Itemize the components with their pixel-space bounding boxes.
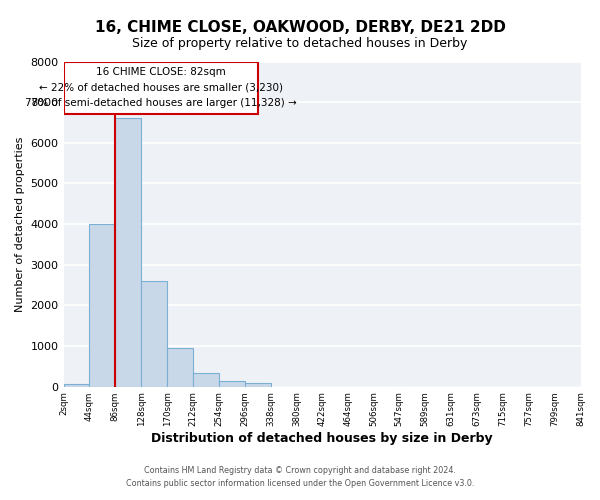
Y-axis label: Number of detached properties: Number of detached properties (15, 136, 25, 312)
Bar (167, 348, 193, 387)
Bar (245, 382, 271, 386)
Text: 16 CHIME CLOSE: 82sqm
← 22% of detached houses are smaller (3,230)
78% of semi-d: 16 CHIME CLOSE: 82sqm ← 22% of detached … (25, 67, 297, 108)
X-axis label: Distribution of detached houses by size in Derby: Distribution of detached houses by size … (151, 432, 493, 445)
Text: Size of property relative to detached houses in Derby: Size of property relative to detached ho… (133, 38, 467, 51)
Bar (193, 374, 219, 386)
FancyBboxPatch shape (64, 62, 258, 114)
Text: Contains HM Land Registry data © Crown copyright and database right 2024.
Contai: Contains HM Land Registry data © Crown c… (126, 466, 474, 487)
Bar (141, 281, 167, 386)
Bar (115, 118, 141, 386)
Bar (219, 381, 245, 386)
Bar (64, 384, 89, 386)
Text: 16, CHIME CLOSE, OAKWOOD, DERBY, DE21 2DD: 16, CHIME CLOSE, OAKWOOD, DERBY, DE21 2D… (95, 20, 505, 35)
Bar (89, 224, 115, 386)
